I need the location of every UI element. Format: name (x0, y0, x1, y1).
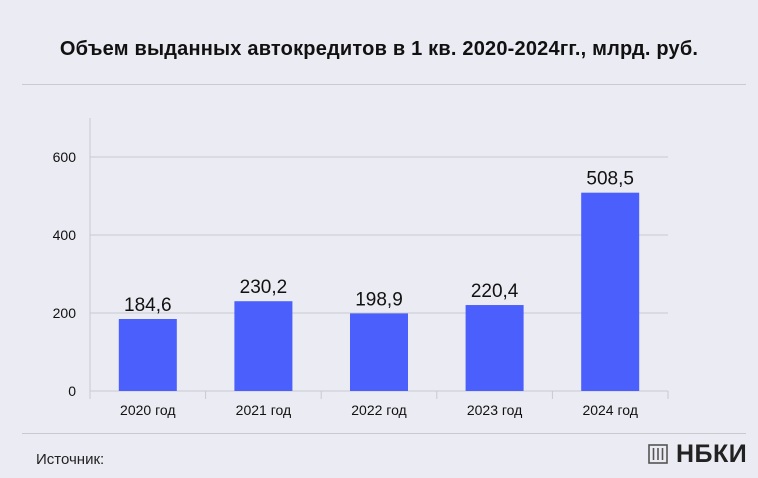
y-tick-label: 400 (53, 227, 77, 243)
y-tick-label: 0 (68, 383, 76, 399)
bar (118, 319, 177, 391)
brand-logo: НБКИ (648, 440, 747, 468)
x-tick-label: 2021 год (236, 402, 291, 418)
x-tick-label: 2022 год (351, 402, 406, 418)
bar (234, 301, 293, 391)
data-label: 230,2 (240, 277, 288, 298)
data-label: 220,4 (471, 281, 519, 302)
building-logo-icon (648, 443, 668, 465)
source-label: Источник: (36, 451, 105, 468)
data-label: 198,9 (355, 289, 403, 310)
x-tick-label: 2020 год (120, 402, 175, 418)
x-tick-label: 2024 год (582, 402, 637, 418)
bar (465, 305, 524, 391)
data-label: 508,5 (586, 169, 634, 190)
data-label: 184,6 (124, 295, 172, 316)
y-tick-label: 600 (53, 149, 77, 165)
bar (581, 192, 640, 391)
bar (350, 313, 408, 391)
brand-name: НБКИ (676, 439, 748, 468)
footer-divider (22, 433, 746, 434)
x-tick-label: 2023 год (467, 402, 522, 418)
chart-title: Объем выданных автокредитов в 1 кв. 2020… (59, 38, 699, 60)
y-tick-label: 200 (53, 305, 77, 321)
title-divider (22, 84, 746, 85)
